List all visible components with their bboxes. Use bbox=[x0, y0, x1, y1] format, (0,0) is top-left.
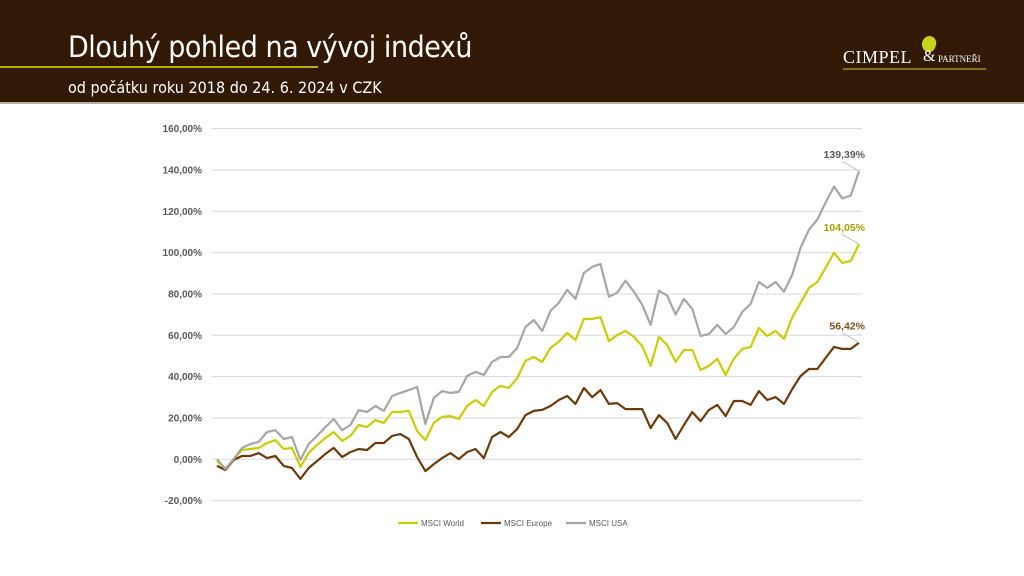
y-tick-label: 160,00% bbox=[163, 124, 203, 135]
end-data-label: 104,05% bbox=[824, 222, 866, 234]
legend-label: MSCI World bbox=[421, 519, 464, 528]
data-label-leader bbox=[841, 160, 860, 172]
title-underline bbox=[0, 66, 318, 68]
company-logo: CIMPEL & PARTNEŘI bbox=[843, 34, 993, 70]
y-tick-label: 80,00% bbox=[168, 289, 202, 300]
end-data-label: 139,39% bbox=[824, 149, 866, 161]
series-line-msci-europe bbox=[216, 341, 860, 480]
legend-label: MSCI USA bbox=[589, 519, 628, 528]
y-tick-label: 100,00% bbox=[163, 248, 203, 259]
page-title: Dlouhý pohled na vývoj indexů bbox=[68, 30, 473, 64]
header-banner: Dlouhý pohled na vývoj indexů od počátku… bbox=[0, 0, 1024, 104]
logo-sub-text: PARTNEŘI bbox=[938, 54, 981, 64]
y-tick-label: 20,00% bbox=[168, 413, 202, 424]
y-tick-label: 120,00% bbox=[163, 207, 203, 218]
page-subtitle: od počátku roku 2018 do 24. 6. 2024 v CZ… bbox=[68, 78, 382, 97]
series-line-msci-world bbox=[216, 243, 860, 471]
y-tick-label: -20,00% bbox=[165, 496, 202, 507]
logo-main-text: CIMPEL bbox=[843, 47, 913, 67]
logo-underline bbox=[843, 68, 986, 70]
end-data-label: 56,42% bbox=[829, 321, 865, 333]
data-label-leader bbox=[841, 233, 860, 245]
y-tick-label: 40,00% bbox=[168, 372, 202, 383]
y-tick-label: 60,00% bbox=[168, 331, 202, 342]
y-tick-label: 0,00% bbox=[174, 455, 202, 466]
data-label-leader bbox=[841, 332, 860, 344]
y-tick-label: 140,00% bbox=[163, 165, 203, 176]
series-line-msci-usa bbox=[216, 170, 861, 471]
legend-label: MSCI Europe bbox=[504, 519, 553, 528]
logo-ampersand: & bbox=[923, 48, 936, 65]
